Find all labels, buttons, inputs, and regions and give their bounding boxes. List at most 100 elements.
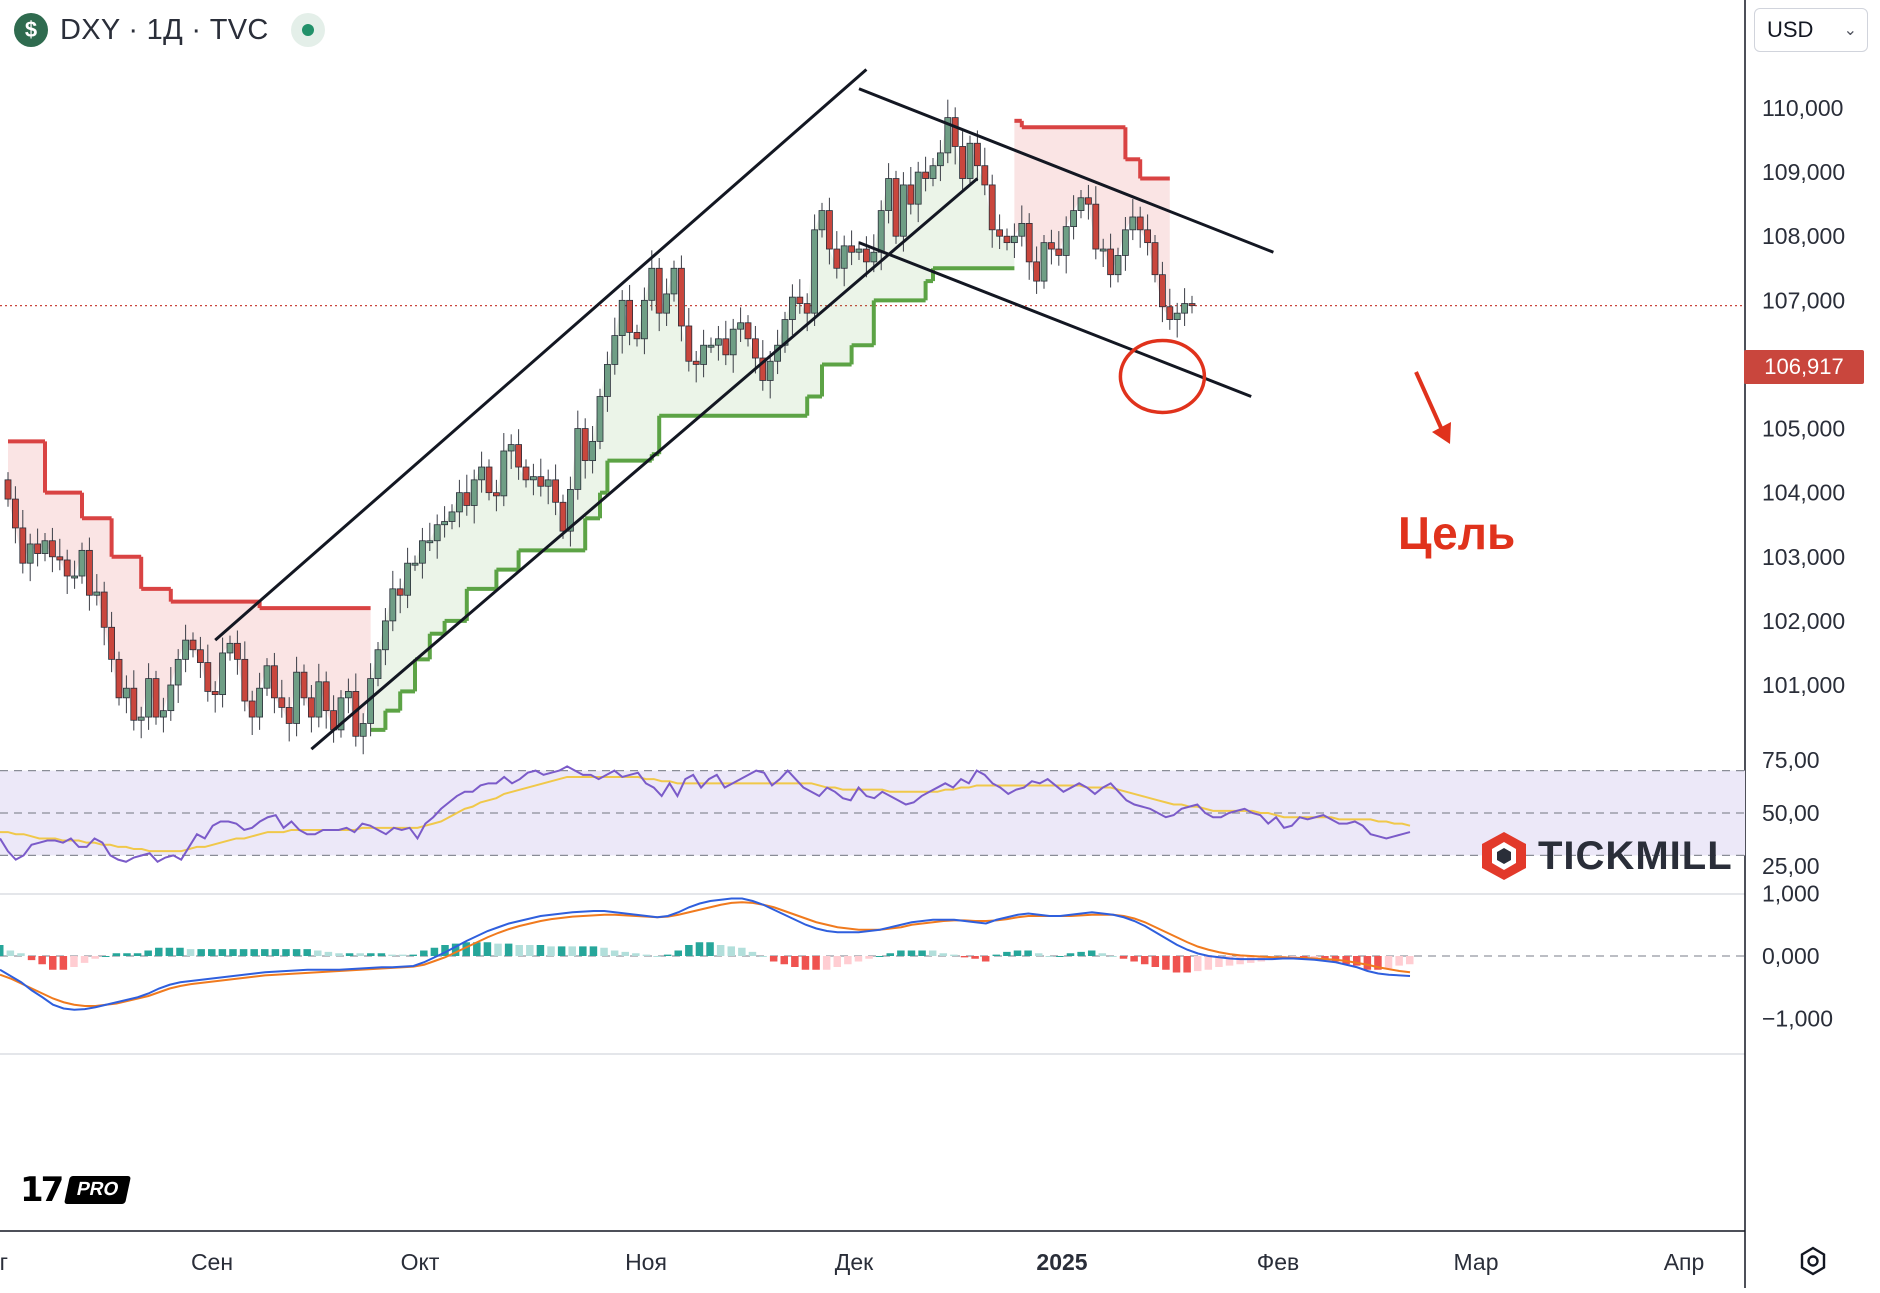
macd-histogram-bar xyxy=(356,953,364,956)
macd-histogram-bar xyxy=(462,942,470,956)
candles-group xyxy=(4,99,1196,755)
macd-histogram-bar xyxy=(1066,953,1075,956)
macd-histogram-bar xyxy=(918,950,926,956)
macd-histogram-bar xyxy=(1215,956,1223,967)
candle-body xyxy=(715,338,722,346)
macd-histogram-bar xyxy=(1045,956,1054,957)
macd-histogram-bar xyxy=(1087,950,1096,956)
candle-body xyxy=(263,665,271,689)
candle-body xyxy=(11,498,19,529)
candle-body xyxy=(707,344,715,348)
supertrend-fill xyxy=(429,521,445,634)
supertrend-fill xyxy=(45,492,82,577)
time-axis-tick: Окт xyxy=(401,1249,440,1275)
macd-histogram-bar xyxy=(1077,951,1085,956)
supertrend-fill xyxy=(607,268,652,461)
candle-body xyxy=(500,450,508,497)
candle-body xyxy=(1166,306,1174,320)
macd-histogram-bar xyxy=(208,949,216,956)
macd-histogram-bar xyxy=(1162,956,1170,970)
supertrend-fill xyxy=(444,492,467,621)
candle-body xyxy=(56,556,64,561)
supertrend-fill xyxy=(400,563,415,692)
candle-body xyxy=(1070,210,1077,228)
macd-histogram-bar xyxy=(1119,956,1128,959)
currency-select[interactable]: USD ⌄ xyxy=(1754,8,1868,52)
macd-histogram-bar xyxy=(6,950,15,956)
candle-body xyxy=(596,396,604,442)
candle-body xyxy=(344,691,352,699)
tickmill-watermark: TICKMILL xyxy=(1480,830,1733,882)
candle-body xyxy=(1018,222,1026,237)
candle-body xyxy=(78,549,86,577)
macd-histogram-bar xyxy=(112,953,121,956)
macd-histogram-bar xyxy=(1034,953,1043,956)
candle-body xyxy=(974,142,981,167)
rsi-axis-tick: 75,00 xyxy=(1762,747,1820,773)
candle-body xyxy=(877,210,885,253)
market-status-icon[interactable] xyxy=(290,13,325,47)
candle-body xyxy=(833,248,841,269)
price-axis: 101,000102,000103,000104,000105,000106,0… xyxy=(1762,95,1845,1032)
time-axis-tick: Сен xyxy=(191,1249,233,1275)
macd-histogram-bar xyxy=(494,943,502,956)
macd-histogram-bar xyxy=(420,950,428,956)
macd-histogram-bar xyxy=(706,942,714,956)
candle-body xyxy=(86,549,93,596)
macd-histogram-bar xyxy=(1406,956,1414,965)
supertrend-fill xyxy=(259,608,371,737)
macd-histogram-bar xyxy=(80,956,89,963)
candle-body xyxy=(914,171,922,205)
rsi-line xyxy=(0,765,1411,864)
candle-body xyxy=(26,543,34,564)
candle-body xyxy=(803,303,811,314)
candle-body xyxy=(996,229,1003,237)
candle-body xyxy=(789,296,796,320)
candle-body xyxy=(1173,312,1181,320)
candle-body xyxy=(189,639,197,651)
candle-body xyxy=(574,428,582,490)
candle-body xyxy=(411,562,419,566)
macd-histogram-bar xyxy=(49,956,57,970)
price-axis-tick: 101,000 xyxy=(1762,672,1845,698)
candle-body xyxy=(1003,235,1011,244)
candle-body xyxy=(130,687,138,721)
candle-body xyxy=(1062,226,1070,256)
candle-body xyxy=(648,267,656,301)
macd-histogram-bar xyxy=(822,956,831,970)
macd-histogram-bar xyxy=(886,953,895,956)
candle-body xyxy=(759,357,767,381)
price-axis-tick: 108,000 xyxy=(1762,223,1845,249)
macd-histogram-bar xyxy=(409,954,417,956)
macd-histogram-bar xyxy=(1151,956,1160,967)
candle-body xyxy=(1092,203,1100,250)
macd-histogram-bar xyxy=(674,950,682,956)
candle-body xyxy=(1033,261,1040,282)
tradingview-logo[interactable]: 17 PRO xyxy=(20,1170,132,1210)
symbol-header[interactable]: $ DXY · 1Д · TVC xyxy=(14,10,325,50)
target-annotation-label: Цель xyxy=(1398,507,1516,559)
tickmill-logo-icon xyxy=(1482,832,1526,880)
symbol-title[interactable]: DXY · 1Д · TVC xyxy=(60,13,269,46)
chevron-down-icon: ⌄ xyxy=(1843,22,1857,39)
price-axis-tick: 103,000 xyxy=(1762,544,1845,570)
candle-body xyxy=(1114,255,1122,276)
candle-body xyxy=(515,444,522,468)
candle-body xyxy=(655,267,663,314)
macd-histogram-bar xyxy=(367,953,375,956)
candle-body xyxy=(900,184,907,237)
candle-body xyxy=(174,658,182,686)
candle-body xyxy=(855,248,863,253)
candle-body xyxy=(1181,303,1188,314)
candle-body xyxy=(818,210,826,231)
macd-histogram-bar xyxy=(1098,953,1107,956)
macd-histogram-bar xyxy=(1310,956,1319,959)
macd-histogram-bar xyxy=(70,956,78,967)
candle-body xyxy=(811,229,818,314)
candle-body xyxy=(944,117,952,154)
candle-body xyxy=(300,671,308,699)
gear-icon[interactable] xyxy=(1796,1244,1830,1278)
macd-histogram-bar xyxy=(1374,956,1382,970)
